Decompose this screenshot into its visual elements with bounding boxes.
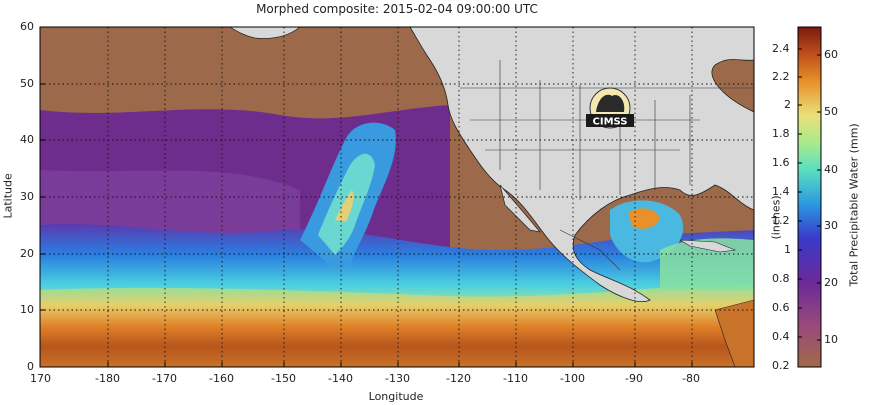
north-america-land [409,27,754,302]
tropical-moisture-belt [40,285,754,367]
y-tick-50: 50 [20,77,34,90]
cb-inch-tick-1.8: 1.8 [772,127,790,140]
subtropical-moisture-band [40,224,754,300]
x-tick-neg170: -170 [152,372,177,385]
x-tick-neg110: -110 [503,372,528,385]
cb-inch-tick-2.2: 2.2 [772,70,790,83]
cb-mm-tick-30: 30 [824,219,838,232]
x-tick-neg90: -90 [625,372,643,385]
colorbar-scale [797,26,822,368]
x-tick-neg100: -100 [560,372,585,385]
x-tick-neg130: -130 [385,372,410,385]
x-tick-neg150: -150 [271,372,296,385]
cb-inch-tick-2: 2 [784,98,791,111]
cb-inch-tick-0.8: 0.8 [772,272,790,285]
cb-mm-tick-40: 40 [824,163,838,176]
y-tick-10: 10 [20,303,34,316]
cb-inch-tick-0.2: 0.2 [772,359,790,372]
cb-inch-tick-1.6: 1.6 [772,156,790,169]
x-tick-neg140: -140 [328,372,353,385]
cb-mm-tick-60: 60 [824,48,838,61]
axis-ticks [39,26,693,367]
x-tick-170: 170 [30,372,51,385]
map-title: Morphed composite: 2015-02-04 09:00:00 U… [256,2,538,16]
x-axis-title: Longitude [368,390,424,403]
cb-inch-tick-2.4: 2.4 [772,42,790,55]
cb-inch-tick-1.4: 1.4 [772,185,790,198]
y-tick-0: 0 [27,360,34,373]
cb-mm-title: Total Precipitable Water (mm) [847,123,861,287]
y-tick-30: 30 [20,190,34,203]
cb-mm-tick-20: 20 [824,276,838,289]
x-tick-neg120: -120 [446,372,471,385]
cb-inch-tick-0.4: 0.4 [772,330,790,343]
gulf-moisture [610,200,684,263]
cimss-logo-text: CIMSS [593,117,628,128]
y-tick-40: 40 [20,133,34,146]
x-tick-neg160: -160 [209,372,234,385]
cb-inch-tick-1.2: 1.2 [772,214,790,227]
cb-inch-tick-0.6: 0.6 [772,301,790,314]
cb-mm-tick-50: 50 [824,105,838,118]
cb-mm-tick-10: 10 [824,333,838,346]
cimss-logo: CIMSS [586,87,634,129]
x-tick-neg80: -80 [682,372,700,385]
colorbar-ticks [798,48,821,341]
cb-inch-title: (inches) [769,195,783,240]
graticule [40,27,754,367]
cb-inch-tick-1: 1 [784,243,791,256]
x-tick-neg180: -180 [95,372,120,385]
y-tick-60: 60 [20,20,34,33]
y-tick-20: 20 [20,247,34,260]
map-panel [40,27,754,367]
